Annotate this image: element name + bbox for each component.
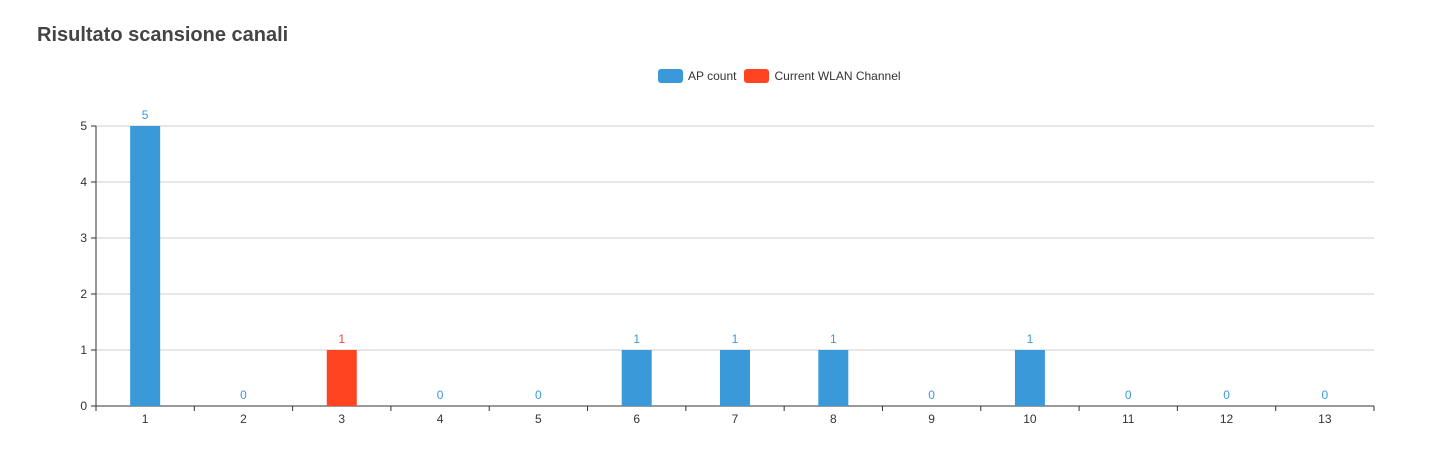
x-tick-label: 4 (437, 412, 444, 426)
data-label-channel-2: 0 (240, 388, 247, 402)
y-tick-label: 0 (80, 399, 87, 413)
x-tick-label: 1 (142, 412, 149, 426)
legend-item-ap-count[interactable]: AP count (658, 69, 736, 83)
data-label-channel-13: 0 (1322, 388, 1329, 402)
x-tick-label: 9 (928, 412, 935, 426)
bar-channel-3[interactable] (326, 350, 357, 406)
y-tick-label: 5 (80, 119, 87, 133)
data-label-channel-11: 0 (1125, 388, 1132, 402)
x-tick-label: 13 (1318, 412, 1332, 426)
chart-legend: AP count Current WLAN Channel (658, 69, 901, 83)
x-tick-label: 6 (633, 412, 640, 426)
data-label-channel-7: 1 (732, 332, 739, 346)
bar-channel-6[interactable] (621, 350, 652, 406)
x-tick-label: 7 (732, 412, 739, 426)
bar-channel-8[interactable] (818, 350, 849, 406)
legend-label-current-channel: Current WLAN Channel (774, 69, 901, 83)
legend-swatch-ap-count (658, 69, 683, 83)
data-label-channel-5: 0 (535, 388, 542, 402)
y-tick-label: 3 (80, 231, 87, 245)
bar-channel-7[interactable] (720, 350, 750, 406)
data-label-channel-9: 0 (928, 388, 935, 402)
legend-label-ap-count: AP count (688, 69, 737, 83)
data-label-channel-3: 1 (338, 332, 345, 346)
x-tick-label: 8 (830, 412, 837, 426)
y-tick-label: 1 (80, 343, 87, 357)
data-label-channel-4: 0 (437, 388, 444, 402)
data-label-channel-10: 1 (1027, 332, 1034, 346)
data-label-channel-8: 1 (830, 332, 837, 346)
x-tick-label: 5 (535, 412, 542, 426)
x-tick-label: 12 (1220, 412, 1234, 426)
x-tick-label: 10 (1023, 412, 1037, 426)
y-tick-label: 4 (80, 175, 87, 189)
page-title: Risultato scansione canali (37, 24, 289, 46)
bar-channel-10[interactable] (1014, 350, 1045, 406)
bar-channel-1[interactable] (130, 126, 161, 406)
x-tick-label: 3 (338, 412, 345, 426)
y-tick-label: 2 (80, 287, 87, 301)
data-label-channel-12: 0 (1223, 388, 1230, 402)
x-tick-label: 2 (240, 412, 247, 426)
data-label-channel-6: 1 (633, 332, 640, 346)
legend-swatch-current-channel (744, 69, 770, 83)
x-tick-label: 11 (1122, 412, 1135, 426)
data-label-channel-1: 5 (142, 108, 149, 122)
legend-item-current-channel[interactable]: Current WLAN Channel (744, 69, 901, 83)
